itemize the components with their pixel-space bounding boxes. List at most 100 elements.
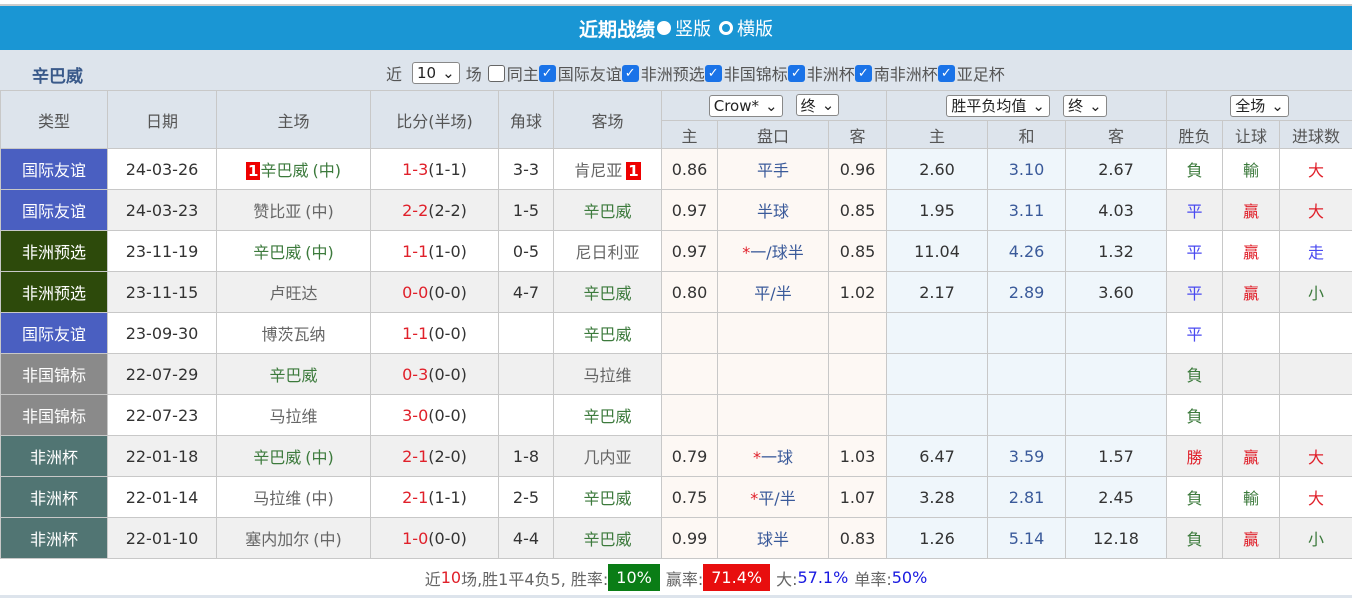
away-team[interactable]: 辛巴威: [553, 476, 662, 518]
filter-checkbox-0[interactable]: [487, 64, 505, 82]
handicap-away-odds: 0.85: [828, 189, 887, 231]
filter-checkbox-2[interactable]: ✓: [621, 64, 639, 82]
away-team[interactable]: 辛巴威: [553, 189, 662, 231]
home-team[interactable]: 马拉维: [216, 394, 371, 436]
company-select[interactable]: Crow* ⌄: [708, 94, 783, 117]
away-team-name[interactable]: 肯尼亚: [574, 161, 623, 180]
full-score: 1-0: [402, 528, 429, 548]
filter-checkbox-4[interactable]: ✓: [787, 64, 805, 82]
score[interactable]: 2-1(1-1): [370, 476, 499, 518]
half-score: (0-0): [428, 364, 467, 384]
filter-checkbox-6[interactable]: ✓: [937, 64, 955, 82]
away-team-name[interactable]: 马拉维: [583, 366, 632, 385]
filter-label-6[interactable]: 亚足杯: [956, 65, 1005, 84]
away-team-name[interactable]: 尼日利亚: [575, 243, 640, 262]
home-team[interactable]: 卢旺达: [216, 271, 371, 313]
odds-time-select[interactable]: 终 ⌄: [1063, 94, 1107, 117]
corners: [498, 394, 554, 436]
handicap-away-odds: 0.85: [828, 230, 887, 272]
subheader-3: 主: [886, 120, 988, 149]
away-team-name[interactable]: 辛巴威: [583, 325, 632, 344]
home-team[interactable]: 辛巴威: [216, 353, 371, 395]
filter-bar: 辛巴威 近 10 ⌄ 场 同主 ✓ 国际友谊 ✓ 非洲预选 ✓ 非国锦标 ✓ 非洲杯 ✓ 南非洲杯 ✓ 亚…: [0, 50, 1352, 90]
score[interactable]: 1-1(0-0): [370, 312, 499, 354]
home-team[interactable]: 马拉维 (中): [216, 476, 371, 518]
away-team[interactable]: 几内亚: [553, 435, 662, 477]
home-team[interactable]: 辛巴威 (中): [216, 435, 371, 477]
away-team[interactable]: 尼日利亚: [553, 230, 662, 272]
filter-checkbox-3[interactable]: ✓: [704, 64, 722, 82]
home-team-name[interactable]: 博茨瓦纳: [261, 325, 326, 344]
neutral-marker: (中): [305, 243, 334, 262]
away-team[interactable]: 肯尼亚 1: [553, 148, 662, 190]
home-team[interactable]: 塞内加尔 (中): [216, 517, 371, 559]
chevron-down-icon: ⌄: [442, 64, 455, 82]
away-team-name[interactable]: 辛巴威: [583, 489, 632, 508]
full-score: 1-1: [402, 241, 429, 261]
handicap-away-odds: 0.83: [828, 517, 887, 559]
odds-home: 3.28: [886, 476, 988, 518]
away-team[interactable]: 辛巴威: [553, 271, 662, 313]
filter-checkbox-5[interactable]: ✓: [854, 64, 872, 82]
radio-horizontal-label[interactable]: 横版: [737, 19, 773, 40]
full-score: 2-1: [402, 487, 429, 507]
home-team-name[interactable]: 辛巴威: [260, 161, 309, 180]
score[interactable]: 2-1(2-0): [370, 435, 499, 477]
filter-label-2[interactable]: 非洲预选: [640, 65, 705, 84]
home-team-name[interactable]: 辛巴威: [269, 366, 318, 385]
filter-label-4[interactable]: 非洲杯: [806, 65, 855, 84]
corners: 2-5: [498, 476, 554, 518]
away-team-name[interactable]: 辛巴威: [583, 202, 632, 221]
home-team-name[interactable]: 辛巴威: [253, 243, 302, 262]
away-team-name[interactable]: 辛巴威: [583, 530, 632, 549]
score[interactable]: 1-0(0-0): [370, 517, 499, 559]
away-team[interactable]: 马拉维: [553, 353, 662, 395]
goals-result: [1279, 394, 1352, 436]
home-team-name[interactable]: 赞比亚: [253, 202, 302, 221]
filter-checkbox-1[interactable]: ✓: [538, 64, 556, 82]
period-select[interactable]: 全场 ⌄: [1230, 94, 1289, 117]
score[interactable]: 1-1(1-0): [370, 230, 499, 272]
home-team[interactable]: 辛巴威 (中): [216, 230, 371, 272]
home-team-name[interactable]: 辛巴威: [253, 448, 302, 467]
odds-home: 11.04: [886, 230, 988, 272]
handicap-home-odds: [661, 312, 718, 354]
game-count-select[interactable]: 10 ⌄: [412, 62, 460, 84]
away-team-name[interactable]: 辛巴威: [583, 284, 632, 303]
home-team-name[interactable]: 卢旺达: [269, 284, 318, 303]
home-team[interactable]: 1 辛巴威 (中): [216, 148, 371, 190]
filter-label-5[interactable]: 南非洲杯: [873, 65, 938, 84]
handicap-away-odds: [828, 394, 887, 436]
score[interactable]: 0-0(0-0): [370, 271, 499, 313]
odds-type-select[interactable]: 胜平负均值 ⌄: [946, 94, 1050, 117]
score[interactable]: 0-3(0-0): [370, 353, 499, 395]
away-team[interactable]: 辛巴威: [553, 312, 662, 354]
handicap-line: *平/半: [717, 476, 829, 518]
away-team[interactable]: 辛巴威: [553, 394, 662, 436]
match-type: 非洲预选: [0, 271, 108, 313]
home-team-name[interactable]: 马拉维: [253, 489, 302, 508]
score[interactable]: 3-0(0-0): [370, 394, 499, 436]
score[interactable]: 1-3(1-1): [370, 148, 499, 190]
filter-label-0[interactable]: 同主: [506, 65, 539, 84]
match-date: 22-01-14: [107, 476, 217, 518]
score[interactable]: 2-2(2-2): [370, 189, 499, 231]
home-team-name[interactable]: 马拉维: [269, 407, 318, 426]
half-score: (2-0): [428, 446, 467, 466]
radio-vertical[interactable]: [657, 21, 671, 35]
filter-label-1[interactable]: 国际友谊: [557, 65, 622, 84]
win-rate-badge: 10%: [608, 564, 660, 591]
home-team-name[interactable]: 塞内加尔: [245, 530, 310, 549]
away-team-name[interactable]: 辛巴威: [583, 407, 632, 426]
home-team[interactable]: 博茨瓦纳: [216, 312, 371, 354]
radio-horizontal[interactable]: [719, 21, 733, 35]
home-team[interactable]: 赞比亚 (中): [216, 189, 371, 231]
away-team-name[interactable]: 几内亚: [583, 448, 632, 467]
table-row: 非洲杯 22-01-14 马拉维 (中) 2-1(1-1) 2-5 辛巴威 0.75 *平/半 1…: [0, 476, 1352, 518]
radio-vertical-label[interactable]: 竖版: [675, 19, 711, 40]
filter-label-3[interactable]: 非国锦标: [723, 65, 788, 84]
odds-home: 6.47: [886, 435, 988, 477]
handicap-time-select[interactable]: 终 ⌄: [795, 94, 840, 117]
away-team[interactable]: 辛巴威: [553, 517, 662, 559]
handicap-line: 平/半: [717, 271, 829, 313]
